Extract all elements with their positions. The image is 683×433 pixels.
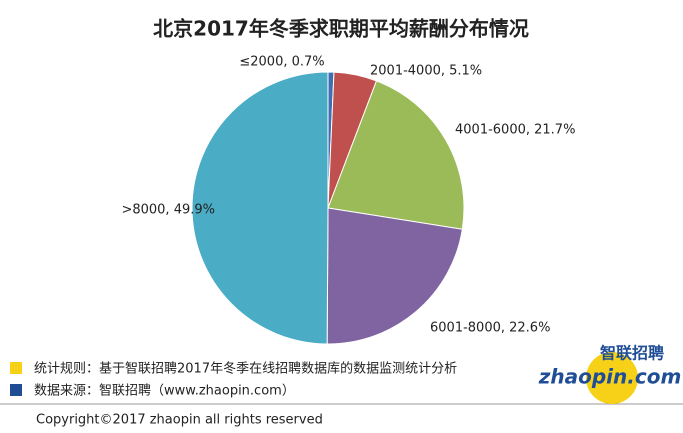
note-bullet	[10, 362, 22, 374]
data-label: ≤2000, 0.7%	[239, 55, 324, 70]
note: 统计规则：基于智联招聘2017年冬季在线招聘数据库的数据监测统计分析	[34, 361, 457, 377]
data-label: 2001-4000, 5.1%	[370, 64, 482, 79]
logo-site: zhaopin.com	[538, 365, 682, 389]
copyright: Copyright©2017 zhaopin all rights reserv…	[36, 413, 323, 428]
logo-name: 智联招聘	[600, 344, 664, 363]
note-bullet	[10, 384, 22, 396]
data-label: >8000, 49.9%	[121, 203, 215, 218]
data-label: 6001-8000, 22.6%	[430, 321, 550, 336]
pie	[191, 71, 465, 345]
pie-slice	[191, 71, 329, 345]
data-label: 4001-6000, 21.7%	[455, 123, 575, 138]
pie-slice	[326, 207, 463, 345]
logo-circle	[586, 352, 638, 404]
note: 数据来源：智联招聘（www.zhaopin.com）	[34, 384, 295, 399]
chart-title: 北京2017年冬季求职期平均薪酬分布情况	[153, 17, 529, 41]
pie-slice	[327, 80, 465, 230]
logo: 智联招聘 zhaopin.com	[538, 344, 682, 404]
